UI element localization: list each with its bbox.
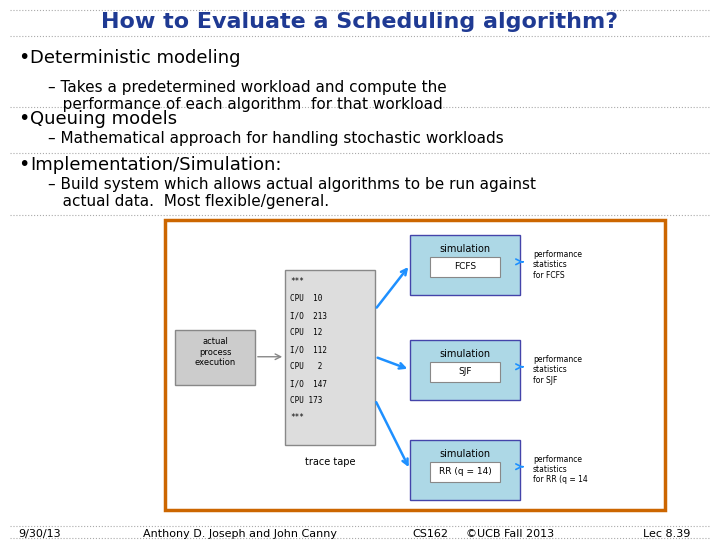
FancyBboxPatch shape	[175, 330, 255, 384]
Text: simulation: simulation	[439, 244, 490, 254]
Text: performance
statistics
for SJF: performance statistics for SJF	[533, 355, 582, 384]
Text: Queuing models: Queuing models	[30, 110, 177, 128]
Text: CPU  10: CPU 10	[290, 294, 323, 303]
Text: RR (q = 14): RR (q = 14)	[438, 467, 491, 476]
FancyBboxPatch shape	[285, 270, 375, 444]
Text: I/O  213: I/O 213	[290, 311, 327, 320]
Text: •: •	[18, 110, 30, 129]
Text: •: •	[18, 49, 30, 68]
FancyBboxPatch shape	[410, 340, 520, 400]
Text: – Mathematical approach for handling stochastic workloads: – Mathematical approach for handling sto…	[48, 131, 504, 146]
Text: Anthony D. Joseph and John Canny: Anthony D. Joseph and John Canny	[143, 529, 337, 538]
Text: CPU   2: CPU 2	[290, 362, 323, 371]
Text: performance
statistics
for RR (q = 14: performance statistics for RR (q = 14	[533, 455, 588, 484]
Text: ***: ***	[290, 278, 304, 286]
Text: ©UCB Fall 2013: ©UCB Fall 2013	[466, 529, 554, 538]
Text: performance
statistics
for FCFS: performance statistics for FCFS	[533, 250, 582, 280]
Text: CPU  12: CPU 12	[290, 328, 323, 338]
Text: ***: ***	[290, 413, 304, 422]
Text: simulation: simulation	[439, 449, 490, 458]
Text: CS162: CS162	[412, 529, 448, 538]
FancyBboxPatch shape	[430, 362, 500, 382]
FancyBboxPatch shape	[430, 462, 500, 482]
Text: Lec 8.39: Lec 8.39	[643, 529, 690, 538]
Text: Implementation/Simulation:: Implementation/Simulation:	[30, 156, 282, 174]
Text: CPU 173: CPU 173	[290, 396, 323, 405]
Text: trace tape: trace tape	[305, 457, 355, 467]
Text: I/O  112: I/O 112	[290, 345, 327, 354]
Text: – Takes a predetermined workload and compute the
   performance of each algorith: – Takes a predetermined workload and com…	[48, 80, 446, 112]
Text: I/O  147: I/O 147	[290, 379, 327, 388]
Text: actual
process
execution: actual process execution	[194, 338, 235, 367]
FancyBboxPatch shape	[430, 257, 500, 277]
FancyBboxPatch shape	[410, 235, 520, 295]
FancyBboxPatch shape	[410, 440, 520, 500]
Text: SJF: SJF	[458, 367, 472, 376]
Text: simulation: simulation	[439, 349, 490, 359]
Text: How to Evaluate a Scheduling algorithm?: How to Evaluate a Scheduling algorithm?	[102, 12, 618, 32]
FancyBboxPatch shape	[165, 220, 665, 510]
Text: FCFS: FCFS	[454, 262, 476, 271]
Text: – Build system which allows actual algorithms to be run against
   actual data. : – Build system which allows actual algor…	[48, 177, 536, 210]
Text: Deterministic modeling: Deterministic modeling	[30, 49, 240, 67]
Text: •: •	[18, 156, 30, 174]
Text: 9/30/13: 9/30/13	[18, 529, 60, 538]
